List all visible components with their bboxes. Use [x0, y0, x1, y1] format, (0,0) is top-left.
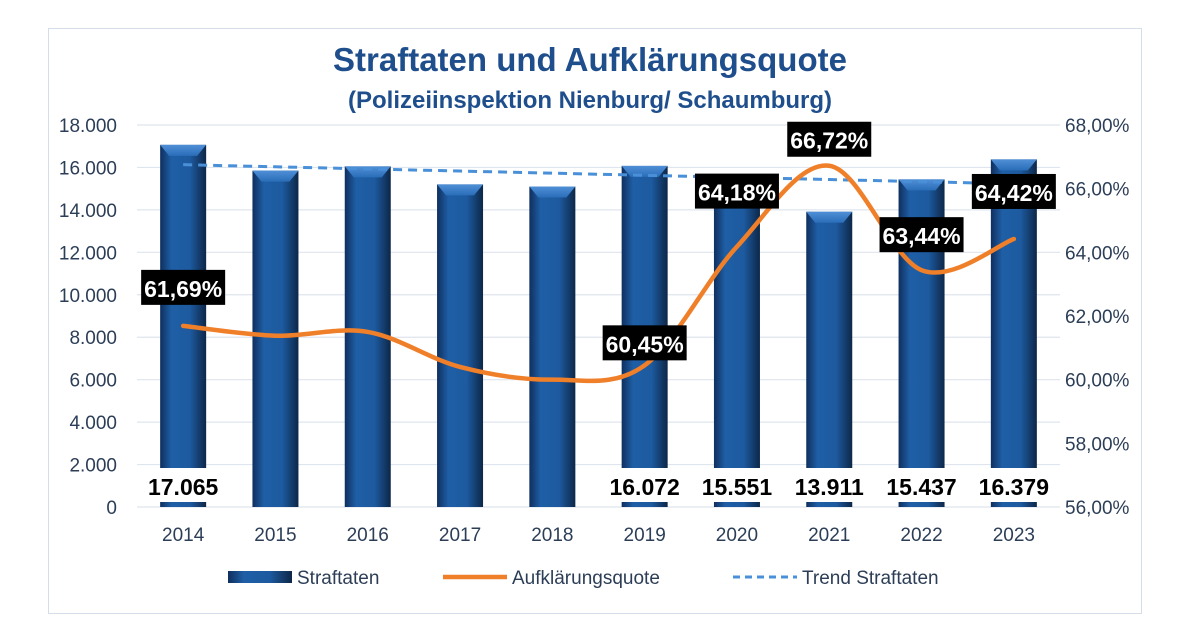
quote-label-bg — [602, 325, 687, 361]
bar-label-bg — [600, 468, 689, 502]
quote-data-label: 61,69% — [144, 276, 222, 302]
bar — [437, 184, 484, 507]
y-left-tick-label: 10.000 — [59, 286, 117, 307]
y-left-tick-label: 6.000 — [69, 371, 117, 392]
bar — [990, 159, 1037, 507]
bar-data-label: 13.911 — [795, 474, 864, 500]
y-left-tick-label: 0 — [106, 498, 117, 519]
bar-label-bg — [877, 468, 966, 502]
quote-label-bg — [787, 121, 872, 157]
chart-frame — [48, 28, 1142, 614]
y-left-tick-label: 16.000 — [59, 158, 117, 179]
chart-subtitle: (Polizeiinspektion Nienburg/ Schaumburg) — [347, 87, 833, 114]
x-tick-label: 2019 — [624, 525, 666, 546]
y-left-tick-label: 12.000 — [59, 243, 117, 264]
x-tick-label: 2021 — [808, 525, 850, 546]
quote-label-bg — [971, 173, 1056, 209]
y-right-tick-label: 66,00% — [1065, 180, 1130, 201]
x-tick-label: 2018 — [531, 525, 573, 546]
bar — [252, 170, 299, 507]
bar-data-label: 17.065 — [148, 474, 219, 500]
y-right-tick-label: 62,00% — [1065, 307, 1130, 328]
x-tick-label: 2017 — [439, 525, 481, 546]
x-tick-label: 2023 — [993, 525, 1035, 546]
bar-label-bg — [139, 468, 228, 502]
bar-bevel — [252, 170, 299, 182]
bar-data-label: 16.072 — [609, 474, 679, 500]
bar-bevel — [160, 144, 207, 156]
quote-data-label: 66,72% — [790, 128, 868, 154]
y-left-tick-label: 14.000 — [59, 201, 117, 222]
x-tick-label: 2020 — [716, 525, 758, 546]
bar-data-label: 15.437 — [886, 474, 956, 500]
legend-swatch-straftaten — [228, 571, 292, 583]
y-right-tick-label: 68,00% — [1065, 116, 1130, 137]
x-tick-label: 2022 — [900, 525, 942, 546]
bar — [529, 186, 576, 508]
bar — [806, 211, 853, 508]
quote-label-bg — [694, 173, 779, 209]
y-right-tick-label: 64,00% — [1065, 243, 1130, 264]
bar-label-bg — [692, 468, 781, 502]
bar-data-label: 16.379 — [979, 474, 1049, 500]
quote-data-label: 64,42% — [975, 180, 1053, 206]
bar-bevel — [806, 211, 853, 223]
bar-bevel — [437, 184, 484, 196]
y-left-tick-label: 4.000 — [69, 413, 117, 434]
legend-label-quote: Aufklärungsquote — [512, 568, 660, 589]
chart-title: Straftaten und Aufklärungsquote — [333, 41, 847, 78]
y-left-tick-label: 18.000 — [59, 116, 117, 137]
y-left-tick-label: 2.000 — [69, 456, 117, 477]
quote-data-label: 60,45% — [606, 331, 684, 357]
trend-line — [183, 163, 1014, 186]
x-tick-label: 2014 — [162, 525, 205, 546]
bar-label-bg — [785, 468, 874, 502]
quote-label-bg — [879, 217, 964, 253]
x-tick-label: 2015 — [254, 525, 296, 546]
quote-label-bg — [141, 269, 226, 305]
y-left-tick-label: 8.000 — [69, 328, 117, 349]
bar-data-label: 15.551 — [702, 474, 773, 500]
bar-bevel — [990, 159, 1037, 171]
y-right-tick-label: 58,00% — [1065, 434, 1130, 455]
legend-label-trend: Trend Straftaten — [802, 568, 939, 589]
y-right-tick-label: 56,00% — [1065, 498, 1130, 519]
x-tick-label: 2016 — [347, 525, 389, 546]
legend-label-straftaten: Straftaten — [297, 568, 379, 589]
quote-line — [180, 163, 1017, 384]
quote-data-label: 64,18% — [698, 180, 776, 206]
y-right-tick-label: 60,00% — [1065, 371, 1130, 392]
quote-data-label: 63,44% — [883, 223, 961, 249]
bar-label-bg — [969, 468, 1058, 502]
bar-bevel — [529, 186, 576, 198]
